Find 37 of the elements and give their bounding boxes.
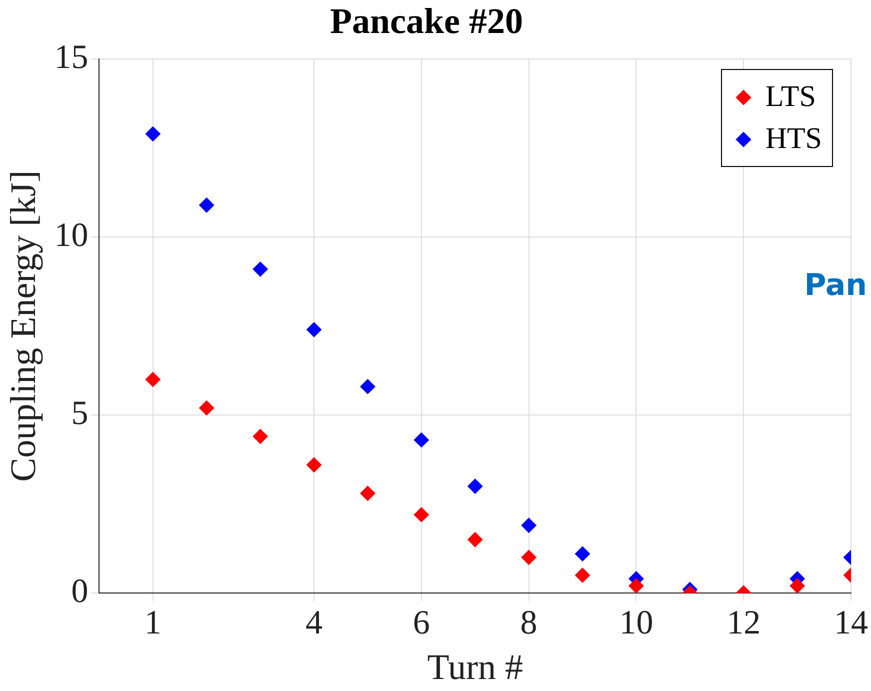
point [575,568,590,583]
point [145,372,160,387]
x-tick-label: 14 [834,604,868,642]
y-tick-label: 0 [71,572,88,610]
point [360,486,376,501]
point [360,379,376,394]
point [628,578,644,593]
x-tick-label: 4 [306,604,322,642]
legend-label: LTS [765,79,816,116]
x-tick-label: 1 [144,604,162,642]
chart-title: Pancake #20 [330,0,523,41]
point [468,478,483,494]
point [306,322,322,338]
point [306,457,322,472]
y-tick-label: 10 [54,217,88,254]
y-tick-label: 5 [71,394,88,432]
annotation: Pan [804,268,867,303]
point [468,532,483,548]
point [252,428,268,444]
point [252,262,268,277]
x-tick-label: 6 [412,604,430,642]
point [790,578,805,593]
x-tick-label: 10 [619,604,654,642]
point [414,432,429,448]
point [199,198,214,213]
x-tick-label: 8 [520,604,538,642]
y-axis-title: Coupling Energy [kJ] [3,170,44,482]
point [145,126,160,142]
point [199,400,214,416]
legend-label: HTS [765,121,822,158]
y-tick-label: 15 [54,39,88,76]
x-axis-title: Turn # [427,646,523,687]
point [414,507,429,522]
point [575,546,590,562]
point [521,550,536,565]
x-tick-label: 12 [726,604,761,642]
point [521,518,536,533]
